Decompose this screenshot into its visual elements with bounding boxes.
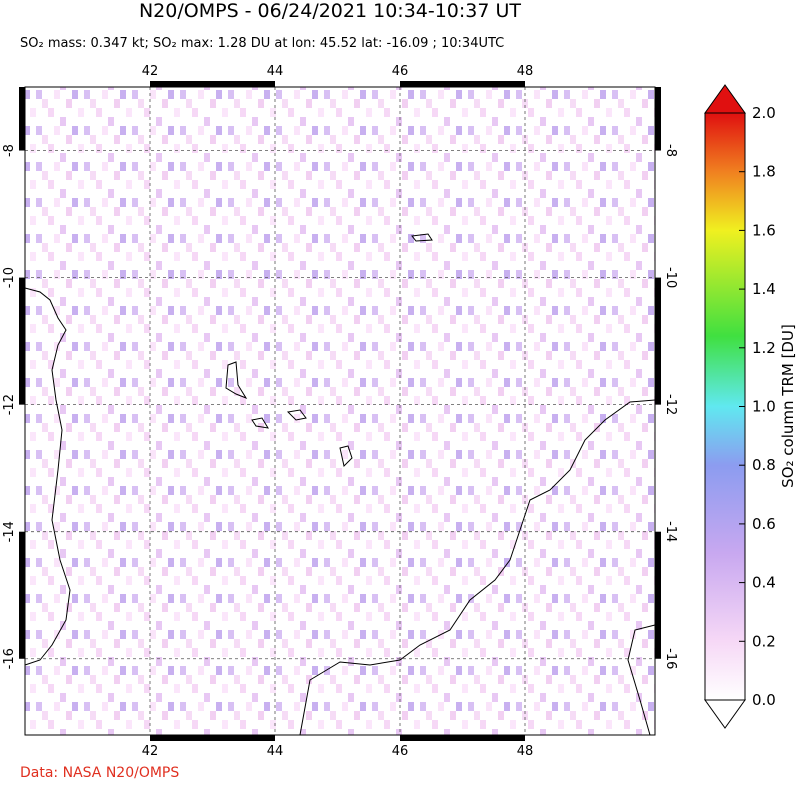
colorbar-tick-label: 1.0 — [752, 398, 776, 416]
island — [225, 361, 248, 400]
frame-bar — [655, 277, 661, 405]
frame-bar — [19, 277, 25, 405]
lon-label-bottom: 48 — [517, 744, 534, 759]
lon-label-bottom: 44 — [267, 744, 284, 759]
island — [251, 417, 269, 429]
coast — [627, 624, 656, 736]
lon-label-bottom: 46 — [392, 744, 409, 759]
frame-bar — [655, 531, 661, 659]
africa-coast — [24, 287, 71, 666]
colorbar-tick-label: 1.8 — [752, 163, 776, 181]
madagascar-coast — [299, 399, 656, 736]
colorbar-tick-label: 0.4 — [752, 574, 776, 592]
colorbar-tick-label: 0.6 — [752, 515, 776, 533]
lon-label-top: 42 — [142, 64, 159, 79]
island — [339, 445, 353, 467]
credit: Data: NASA N20/OMPS — [20, 765, 179, 781]
colorbar-tick-label: 0.0 — [752, 691, 776, 709]
colorbar-ticks: 0.0 0.2 0.4 0.6 0.8 1.0 1.2 1.4 1.6 1.8 2.0 — [739, 104, 776, 709]
title: N20/OMPS - 06/24/2021 10:34-10:37 UT — [139, 0, 521, 22]
colorbar-tick-label: 1.4 — [752, 280, 776, 298]
lat-label-left: -14 — [2, 521, 17, 542]
frame-bar — [19, 531, 25, 659]
lat-label-right: -14 — [663, 521, 678, 542]
lon-label-bottom: 42 — [142, 744, 159, 759]
frame-bar — [150, 81, 275, 87]
subtitle: SO₂ mass: 0.347 kt; SO₂ max: 1.28 DU at … — [20, 36, 504, 51]
colorbar-tick-label: 1.6 — [752, 221, 776, 239]
lat-label-left: -8 — [2, 144, 17, 157]
island — [411, 233, 433, 242]
lon-label-top: 46 — [392, 64, 409, 79]
lat-label-right: -8 — [663, 144, 678, 157]
colorbar-tick-label: 1.2 — [752, 339, 776, 357]
axes: 42 42 44 44 46 46 48 48 -8 -8 -10 -10 -12 -12 -14 -14 -1… — [2, 64, 678, 759]
frame-bar — [400, 735, 525, 741]
lat-label-left: -12 — [2, 394, 17, 415]
frame-bars — [19, 81, 661, 741]
frame-bar — [655, 87, 661, 151]
colorbar — [704, 112, 746, 701]
lat-label-right: -12 — [663, 394, 678, 415]
colorbar-tick-label: 0.2 — [752, 632, 776, 650]
lon-label-top: 48 — [517, 64, 534, 79]
colorbar-label: SO₂ column TRM [DU] — [779, 324, 797, 488]
island — [286, 409, 307, 421]
colorbar-min-arrow — [704, 699, 746, 729]
frame-bar — [150, 735, 275, 741]
colorbar-tick-label: 0.8 — [752, 456, 776, 474]
grid — [25, 87, 655, 735]
so2-pixels — [25, 87, 655, 735]
frame-bar — [19, 87, 25, 151]
coastlines — [24, 233, 656, 736]
lat-label-left: -10 — [2, 267, 17, 288]
frame-bar — [400, 81, 525, 87]
lat-label-right: -10 — [663, 267, 678, 288]
colorbar-max-arrow — [704, 84, 746, 114]
lat-label-right: -16 — [663, 648, 678, 669]
map-frame — [24, 86, 656, 736]
lat-label-left: -16 — [2, 648, 17, 669]
colorbar-tick-label: 2.0 — [752, 104, 776, 122]
lon-label-top: 44 — [267, 64, 284, 79]
